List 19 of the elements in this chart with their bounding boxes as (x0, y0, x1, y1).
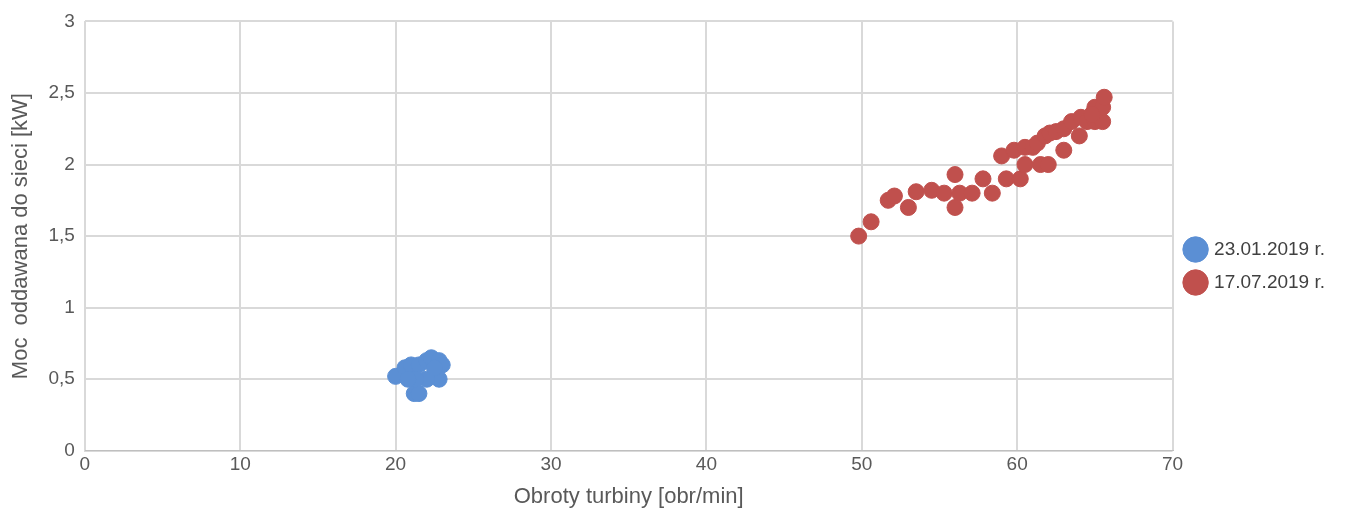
x-tick-label: 40 (695, 453, 717, 475)
x-axis-title: Obroty turbiny [obr/min] (513, 482, 744, 508)
y-tick-label: 2 (64, 152, 75, 174)
y-axis-title: Moc oddawana do sieci [kW] (7, 93, 33, 380)
x-tick-label: 20 (385, 453, 407, 475)
x-tick-label: 0 (79, 453, 91, 475)
y-tick-label: 1,5 (48, 224, 75, 246)
x-tick-label: 60 (1006, 453, 1028, 475)
x-tick-label: 30 (540, 453, 562, 475)
y-tick-label: 2,5 (48, 81, 75, 103)
x-tick-label: 70 (1162, 453, 1184, 475)
legend-label: 23.01.2019 r. (1214, 237, 1326, 259)
x-tick-label: 10 (229, 453, 251, 475)
y-tick-label: 0 (64, 439, 75, 461)
x-tick-label: 50 (851, 453, 873, 475)
y-tick-label: 0,5 (48, 367, 75, 389)
y-tick-label: 3 (64, 9, 75, 31)
legend-label: 17.07.2019 r. (1214, 270, 1326, 292)
y-tick-label: 1 (64, 295, 75, 317)
